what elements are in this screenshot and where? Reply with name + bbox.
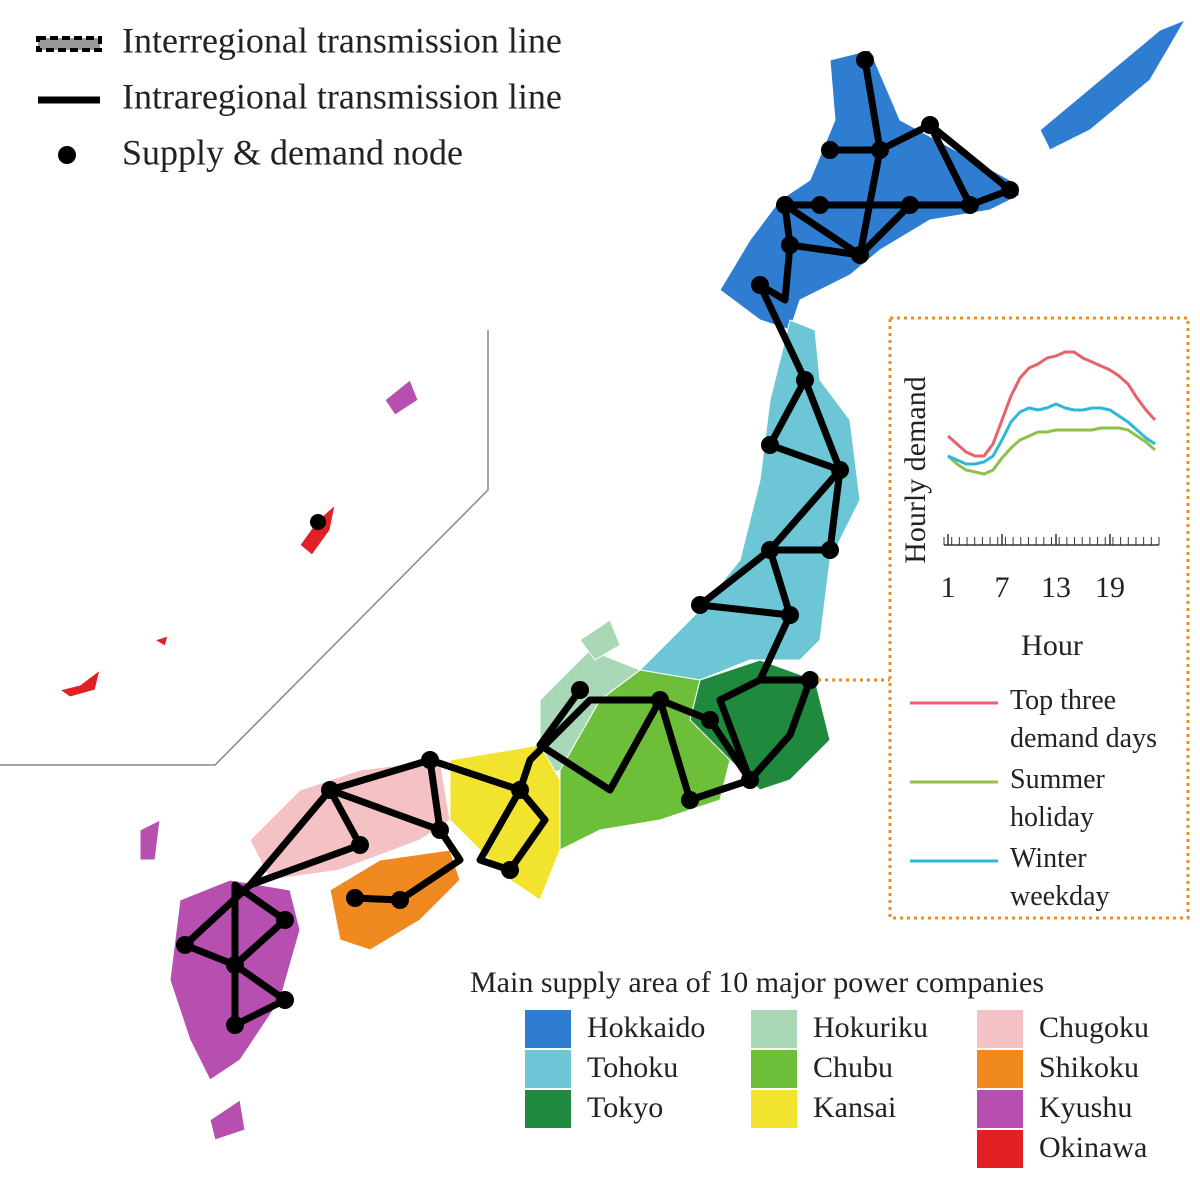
legend-label: Winter weekday <box>1010 843 1110 912</box>
node <box>321 781 339 799</box>
region-hokuriku <box>579 619 621 661</box>
node <box>226 1016 244 1034</box>
nodes <box>176 51 1019 1034</box>
node <box>811 196 829 214</box>
node <box>781 606 799 624</box>
area-swatch <box>525 1090 571 1128</box>
node <box>276 991 294 1009</box>
area-legend-title: Main supply area of 10 major power compa… <box>470 966 1044 999</box>
node <box>701 711 719 729</box>
area-label: Kansai <box>813 1091 896 1124</box>
demand-line <box>947 426 1156 476</box>
region-kyushu <box>209 1099 246 1141</box>
area-swatch <box>977 1130 1023 1168</box>
node <box>651 691 669 709</box>
area-swatch <box>977 1010 1023 1048</box>
region-kyushu <box>384 379 419 416</box>
node <box>571 681 589 699</box>
node <box>761 436 779 454</box>
node <box>691 596 709 614</box>
inset-chart: 1 7 13 19 Top three demand days Summer holiday W… <box>910 350 1160 912</box>
node <box>751 276 769 294</box>
area-label: Chubu <box>813 1051 893 1084</box>
node <box>431 821 449 839</box>
area-swatch <box>751 1090 797 1128</box>
transmission-line <box>181 756 432 1029</box>
node <box>961 196 979 214</box>
region-okinawa <box>58 668 101 698</box>
node <box>856 51 874 69</box>
node <box>391 891 409 909</box>
area-label: Hokuriku <box>813 1011 928 1044</box>
transmission-line <box>354 828 464 904</box>
legend-label: Summer holiday <box>1010 764 1106 833</box>
node <box>511 781 529 799</box>
x-tick-label: 7 <box>995 571 1010 604</box>
node <box>741 771 759 789</box>
x-tick-label: 13 <box>1041 571 1071 604</box>
region-okinawa <box>153 635 169 647</box>
node <box>871 141 889 159</box>
demand-line <box>947 350 1157 458</box>
area-swatch <box>525 1010 571 1048</box>
legend-swatch-node <box>58 146 76 164</box>
area-label: Shikoku <box>1039 1051 1139 1084</box>
node <box>761 541 779 559</box>
node <box>776 196 794 214</box>
node <box>921 116 939 134</box>
x-axis-label: Hour <box>1021 629 1083 662</box>
legend-swatch-interregional <box>36 36 102 52</box>
node <box>831 461 849 479</box>
node <box>310 514 326 530</box>
node <box>681 791 699 809</box>
node <box>276 911 294 929</box>
node <box>901 196 919 214</box>
area-swatch <box>977 1090 1023 1128</box>
y-axis-label: Hourly demand <box>899 376 932 563</box>
inset-frame <box>0 330 489 766</box>
node <box>821 541 839 559</box>
node <box>796 371 814 389</box>
legend-label: Interregional transmission line <box>122 20 562 60</box>
legend-label: Intraregional transmission line <box>122 76 562 116</box>
area-legend: Hokkaido Tohoku Tokyo Hokuriku Chubu Kansai Ch… <box>525 1010 1149 1168</box>
node <box>801 671 819 689</box>
area-label: Chugoku <box>1039 1011 1149 1044</box>
area-label: Hokkaido <box>587 1011 705 1044</box>
x-tick-label: 1 <box>941 571 956 604</box>
region-tohoku <box>638 319 861 681</box>
area-label: Tokyo <box>587 1091 663 1124</box>
transmission-line <box>781 59 1014 259</box>
node <box>851 246 869 264</box>
node <box>226 956 244 974</box>
legend-label: Top three demand days <box>1010 685 1157 754</box>
area-swatch <box>751 1050 797 1088</box>
area-label: Kyushu <box>1039 1091 1132 1124</box>
region-okinawa <box>299 503 336 556</box>
node <box>351 836 369 854</box>
demand-line <box>947 402 1156 466</box>
region-kyushu <box>139 819 161 861</box>
transmission-line <box>536 687 664 794</box>
area-swatch <box>977 1050 1023 1088</box>
node <box>1001 181 1019 199</box>
node <box>421 751 439 769</box>
region-hokkaido <box>1039 18 1187 151</box>
legend-label: Supply & demand node <box>122 132 463 172</box>
node <box>346 889 364 907</box>
node <box>176 936 194 954</box>
node <box>781 236 799 254</box>
area-label: Tohoku <box>587 1051 678 1084</box>
node <box>501 861 519 879</box>
area-swatch <box>525 1050 571 1088</box>
area-swatch <box>751 1010 797 1048</box>
node <box>821 141 839 159</box>
inset-frame <box>888 316 1190 920</box>
x-tick-label: 19 <box>1095 571 1125 604</box>
area-label: Okinawa <box>1039 1131 1147 1164</box>
